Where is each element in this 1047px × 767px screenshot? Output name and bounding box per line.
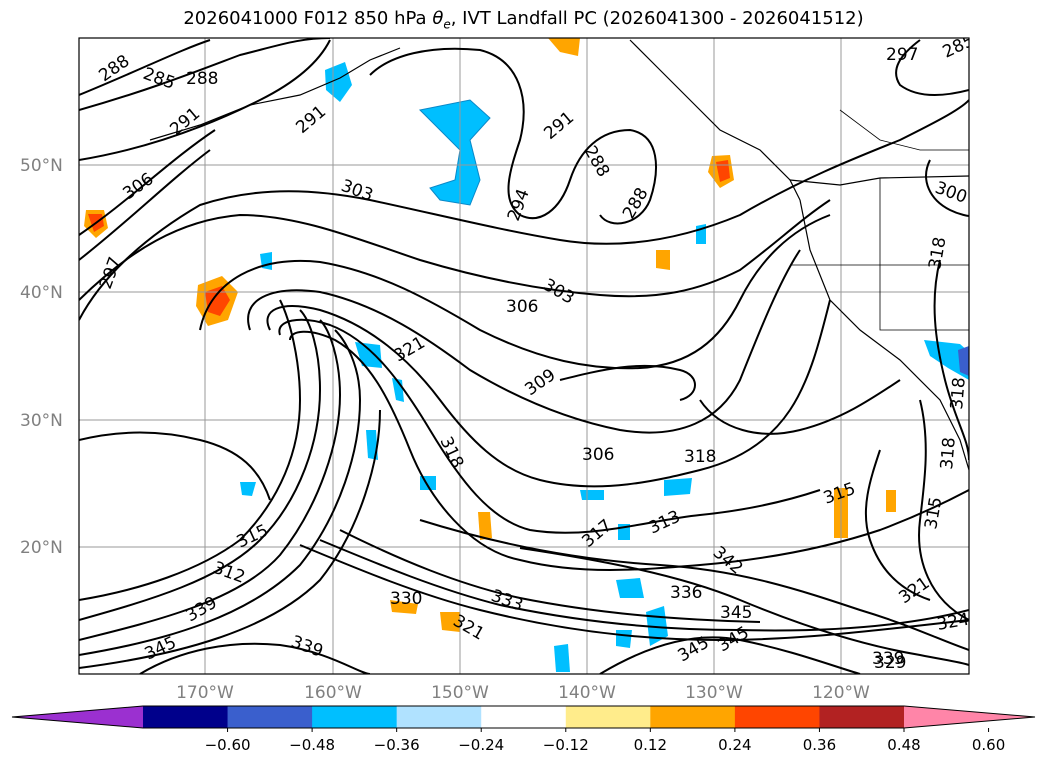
lon-label: 130°W: [685, 683, 743, 703]
colorbar-tick-label: 0.12: [634, 736, 667, 754]
map-canvas: 288 285 288 291 291 291 288 288 294 303 …: [79, 38, 970, 674]
colorbar-tick-label: 0.36: [803, 736, 836, 754]
colorbar: −0.60 −0.48 −0.36 −0.24 −0.12 0.12 0.24 0.36 0.4…: [11, 705, 1036, 754]
contour-label: 306: [506, 297, 538, 317]
colorbar-segment: [227, 706, 313, 728]
lon-label: 140°W: [558, 683, 616, 703]
contour-label: 306: [582, 445, 614, 465]
colorbar-outline: [11, 705, 1036, 729]
colorbar-segment: [734, 706, 820, 728]
colorbar-tick-label: −0.36: [374, 736, 420, 754]
colorbar-segment: [650, 706, 736, 728]
colorbar-tick-label: 0.48: [887, 736, 920, 754]
contour-label: 329: [874, 653, 906, 673]
lat-label: 30°N: [20, 411, 63, 431]
lon-label: 120°W: [812, 683, 870, 703]
contour-label: 330: [390, 589, 422, 609]
lat-label: 20°N: [20, 538, 63, 558]
contour-label: 297: [886, 45, 918, 65]
longitude-labels: 170°W 160°W 150°W 140°W 130°W 120°W: [176, 683, 870, 703]
map-title: 2026041000 F012 850 hPa θe, IVT Landfall…: [183, 8, 864, 32]
contour-label: 288: [186, 69, 218, 89]
colorbar-segment: [819, 706, 905, 728]
colorbar-tick-label: −0.48: [289, 736, 335, 754]
colorbar-segment: [143, 706, 229, 728]
contour-label: 318: [947, 376, 970, 410]
colorbar-segment: [565, 706, 651, 728]
latitude-labels: 50°N 40°N 30°N 20°N: [20, 156, 63, 558]
theta-e-contours: [79, 38, 969, 674]
lat-label: 40°N: [20, 283, 63, 303]
colorbar-extend-low: [12, 706, 143, 728]
lat-label: 50°N: [20, 156, 63, 176]
colorbar-tick-label: 0.60: [972, 736, 1005, 754]
contour-label: 318: [937, 436, 960, 470]
colorbar-extend-high: [904, 706, 1035, 728]
lon-label: 150°W: [431, 683, 489, 703]
lon-label: 170°W: [176, 683, 234, 703]
colorbar-tick-label: −0.24: [458, 736, 504, 754]
contour-label: 339: [872, 649, 904, 669]
contour-label: 336: [670, 583, 702, 603]
colorbar-tick-label: −0.60: [205, 736, 251, 754]
map-frame: [78, 37, 970, 675]
lon-label: 160°W: [304, 683, 362, 703]
coastlines: [149, 39, 969, 471]
colorbar-segment: [396, 706, 482, 728]
colorbar-segment: [481, 706, 567, 728]
colorbar-tick-label: 0.24: [718, 736, 751, 754]
colorbar-tick-label: −0.12: [543, 736, 589, 754]
contour-label: 345: [720, 603, 752, 623]
contour-label: 318: [684, 447, 716, 467]
colorbar-segment: [312, 706, 398, 728]
